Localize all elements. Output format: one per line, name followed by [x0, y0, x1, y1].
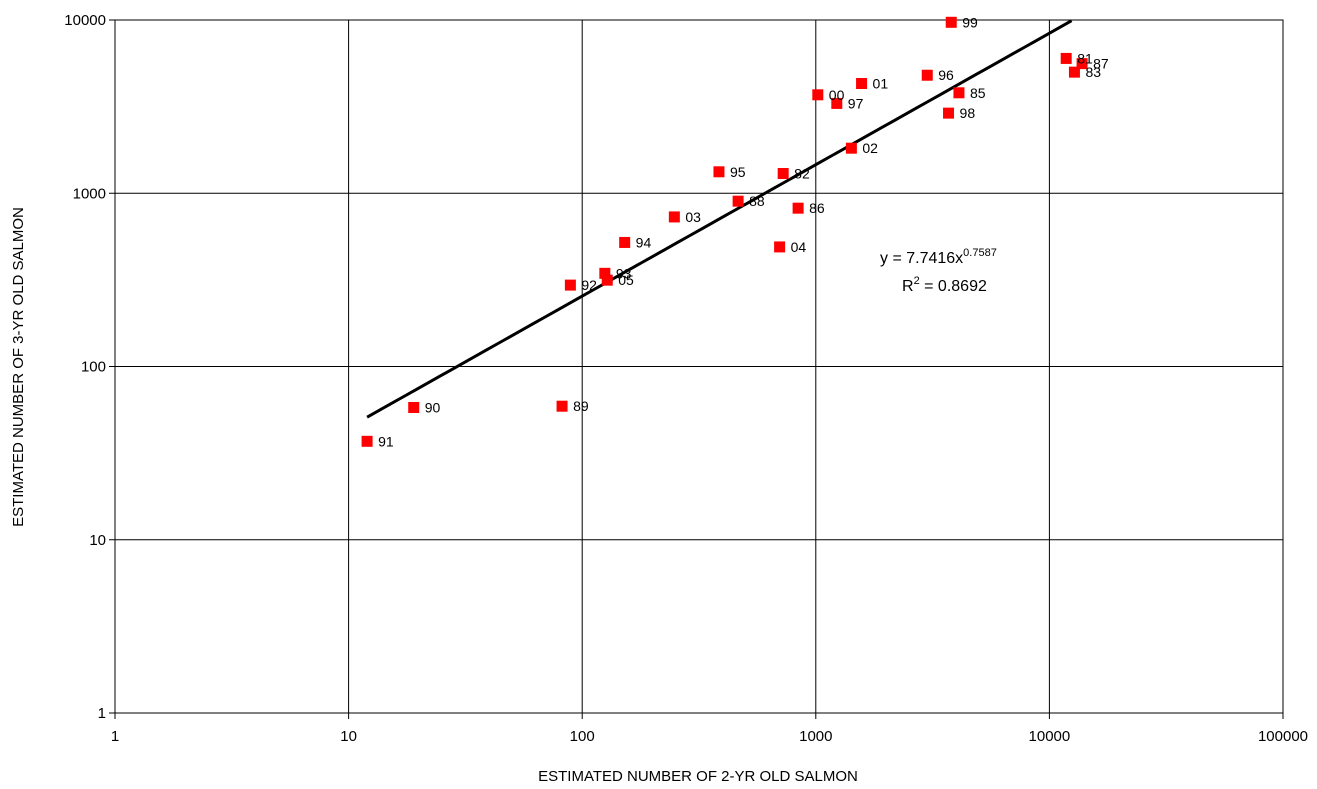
- x-tick-label: 100000: [1258, 728, 1308, 745]
- data-point-87: [1076, 58, 1088, 70]
- point-label-03: 03: [685, 209, 701, 225]
- data-point-01: [856, 78, 868, 90]
- data-point-99: [945, 16, 957, 28]
- point-label-97: 97: [848, 95, 864, 111]
- point-label-93: 93: [616, 265, 632, 281]
- point-label-87: 87: [1093, 56, 1109, 72]
- data-point-88: [732, 195, 744, 207]
- data-point-86: [792, 202, 804, 214]
- data-point-91: [361, 435, 373, 447]
- point-label-88: 88: [749, 193, 765, 209]
- x-tick-label: 1000: [799, 728, 832, 745]
- y-tick-label: 10000: [64, 12, 106, 29]
- data-point-96: [921, 69, 933, 81]
- x-tick-label: 10: [340, 728, 357, 745]
- data-point-02: [845, 142, 857, 154]
- point-label-99: 99: [962, 14, 978, 30]
- trendline-equation: y = 7.7416x0.7587: [880, 247, 997, 267]
- point-label-00: 00: [829, 87, 845, 103]
- point-label-04: 04: [791, 239, 807, 255]
- data-point-04: [774, 241, 786, 253]
- data-point-82: [777, 168, 789, 180]
- point-label-83: 83: [1085, 64, 1101, 80]
- point-label-86: 86: [809, 200, 825, 216]
- x-tick-label: 1: [111, 728, 119, 745]
- data-points: [361, 16, 1088, 447]
- point-label-96: 96: [938, 67, 954, 83]
- data-point-81: [1060, 52, 1072, 64]
- x-axis-title: ESTIMATED NUMBER OF 2-YR OLD SALMON: [538, 768, 858, 785]
- y-axis-ticks: 1 10 100 1000 10000: [64, 12, 115, 722]
- data-point-93: [599, 267, 611, 279]
- x-axis-ticks: 1 10 100 1000 10000 100000: [111, 713, 1308, 745]
- point-label-92: 92: [581, 277, 597, 293]
- data-point-98: [943, 107, 955, 119]
- y-tick-label: 1000: [73, 185, 106, 202]
- y-tick-label: 100: [81, 359, 106, 376]
- data-point-95: [713, 166, 725, 178]
- point-label-05: 05: [618, 272, 634, 288]
- data-point-90: [408, 401, 420, 413]
- point-label-98: 98: [960, 105, 976, 121]
- x-tick-label: 100: [570, 728, 595, 745]
- point-label-91: 91: [378, 433, 394, 449]
- r-squared-label: R2 = 0.8692: [902, 275, 987, 295]
- data-point-94: [619, 236, 631, 248]
- data-point-97: [831, 97, 843, 109]
- y-axis-title: ESTIMATED NUMBER OF 3-YR OLD SALMON: [10, 207, 27, 527]
- point-label-85: 85: [970, 85, 986, 101]
- point-label-82: 82: [794, 166, 810, 182]
- data-point-85: [953, 87, 965, 99]
- data-point-89: [556, 400, 568, 412]
- data-point-83: [1068, 66, 1080, 78]
- gridlines: [114, 19, 1284, 714]
- point-label-95: 95: [730, 164, 746, 180]
- point-label-01: 01: [873, 76, 889, 92]
- point-label-89: 89: [573, 398, 589, 414]
- y-tick-label: 1: [98, 705, 106, 722]
- data-point-00: [812, 89, 824, 101]
- point-label-81: 81: [1077, 50, 1093, 66]
- point-label-90: 90: [425, 399, 441, 415]
- y-tick-label: 10: [89, 532, 106, 549]
- data-point-92: [564, 279, 576, 291]
- point-label-02: 02: [862, 140, 878, 156]
- data-point-05: [601, 274, 613, 286]
- point-label-94: 94: [636, 234, 652, 250]
- trendline: [366, 19, 1073, 419]
- data-point-03: [668, 211, 680, 223]
- x-tick-label: 10000: [1029, 728, 1071, 745]
